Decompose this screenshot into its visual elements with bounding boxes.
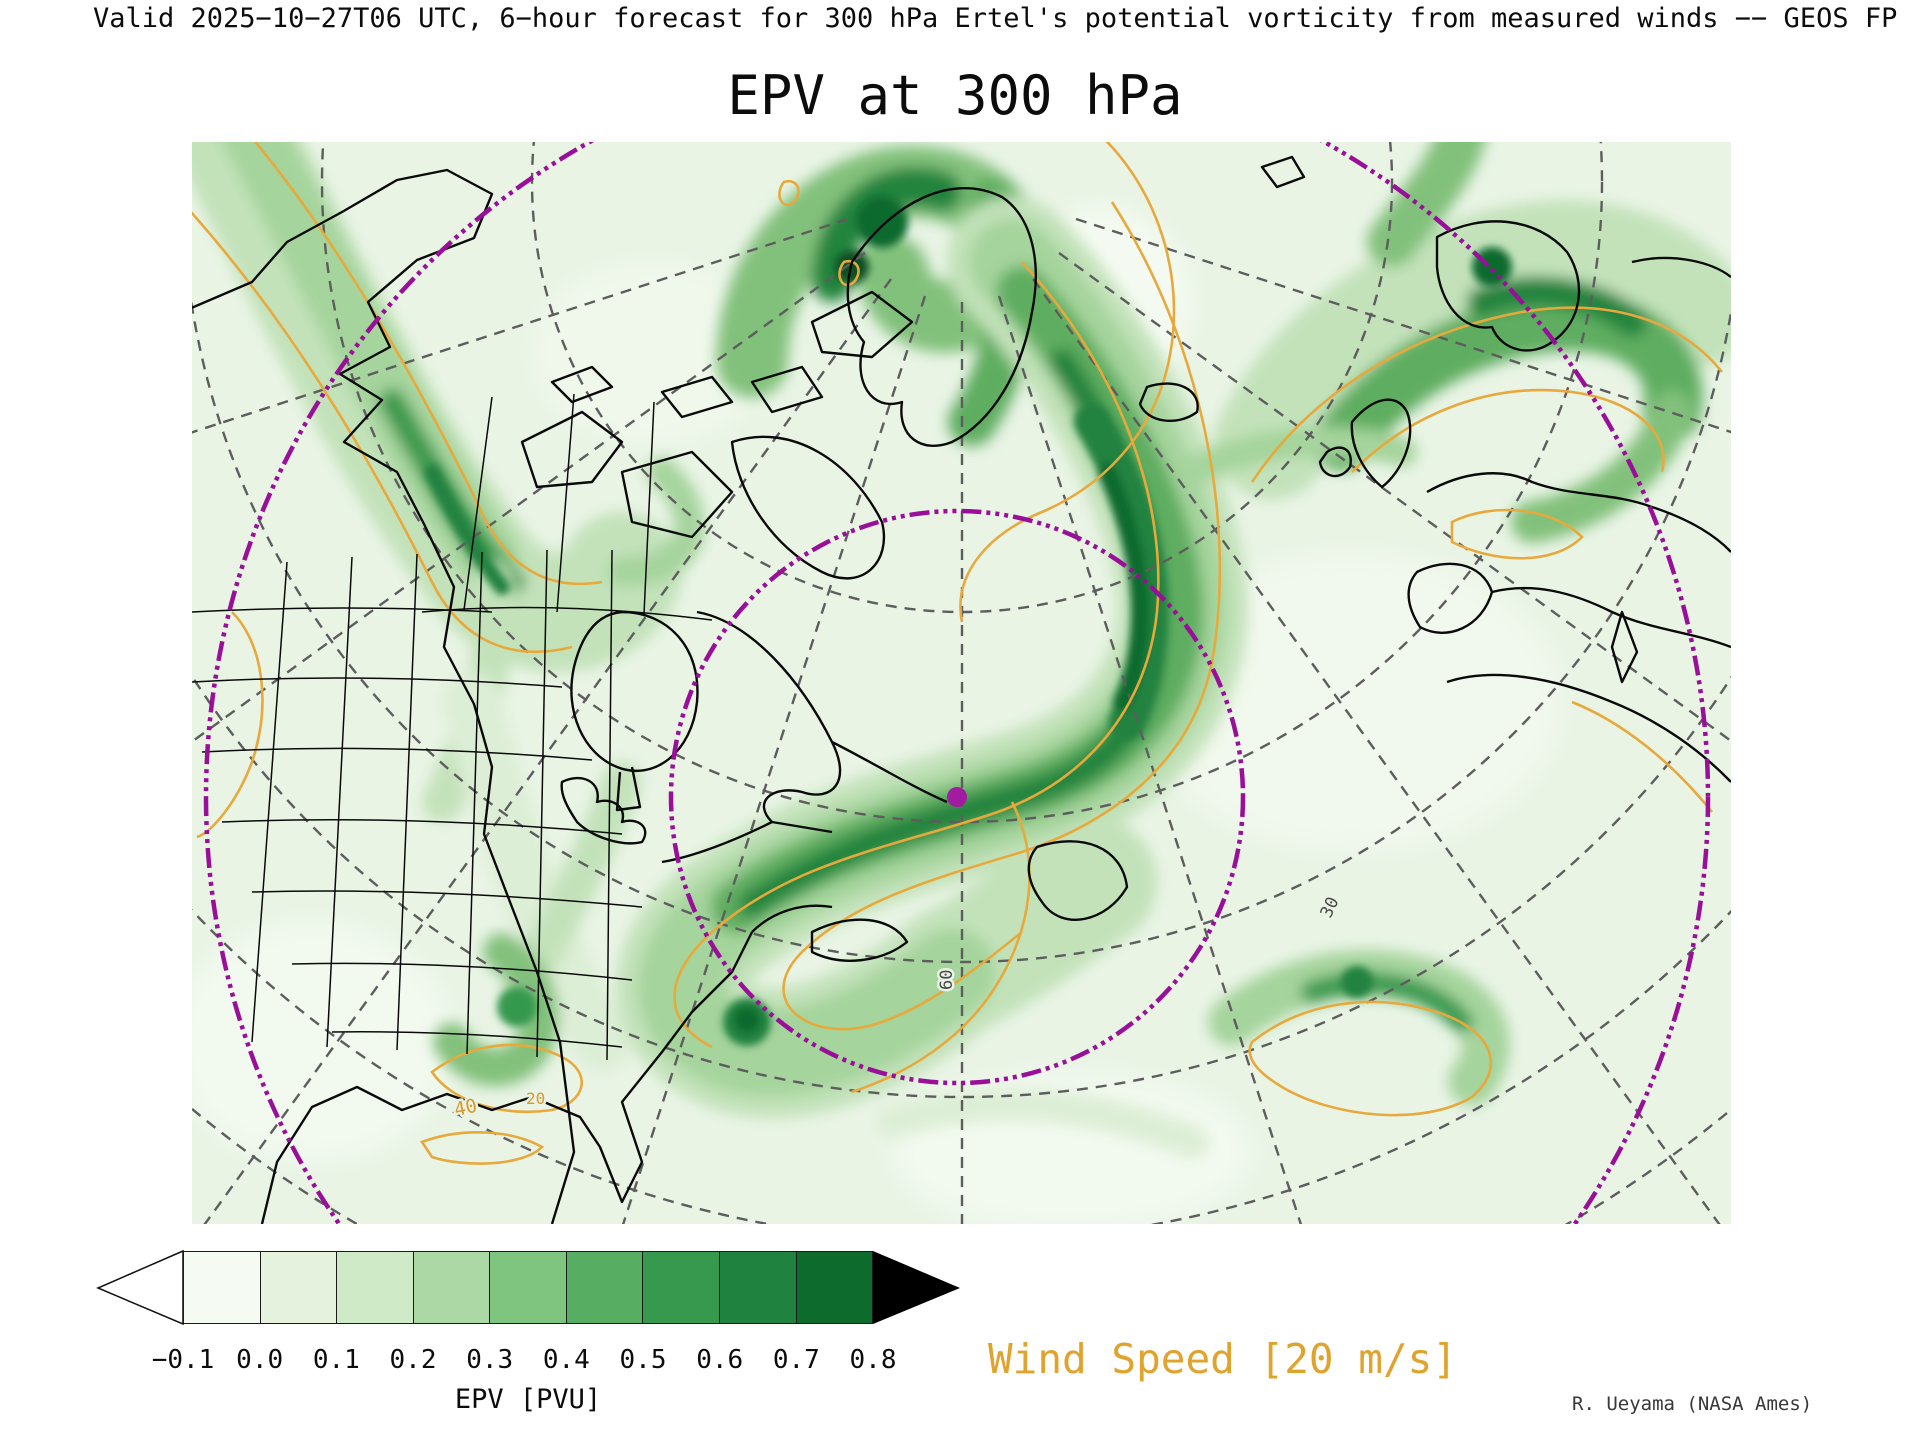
colorbar-tick-label: 0.6 bbox=[696, 1345, 744, 1375]
wind-contour-label-20: 20 bbox=[526, 1089, 545, 1108]
colorbar-swatch bbox=[337, 1252, 414, 1323]
colorbar-tick-label: −0.1 bbox=[151, 1345, 215, 1375]
station-marker bbox=[947, 787, 967, 807]
colorbar-swatch bbox=[184, 1252, 261, 1323]
range-rings bbox=[203, 142, 1711, 1224]
colorbar-swatch bbox=[643, 1252, 720, 1323]
validity-header: Valid 2025−10−27T06 UTC, 6−hour forecast… bbox=[93, 3, 1898, 34]
coastlines bbox=[192, 155, 1731, 1224]
inner-range-ring bbox=[668, 508, 1246, 1086]
colorbar-tick-label: 0.2 bbox=[389, 1345, 437, 1375]
outer-range-ring bbox=[203, 142, 1711, 1224]
graticule-label-60: 60 bbox=[937, 970, 957, 990]
state-borders bbox=[192, 393, 713, 1061]
colorbar-over-arrow bbox=[873, 1251, 960, 1324]
wind-contour-label-40: 40 bbox=[452, 1095, 479, 1121]
colorbar-swatch bbox=[796, 1252, 873, 1323]
colorbar-tick-label: 0.7 bbox=[772, 1345, 820, 1375]
colorbar-swatch bbox=[566, 1252, 644, 1323]
map-plot: 60 30 40 20 bbox=[192, 142, 1731, 1224]
wind-speed-legend: Wind Speed [20 m/s] bbox=[988, 1335, 1457, 1383]
colorbar-under-arrow bbox=[96, 1249, 184, 1326]
colorbar-swatch bbox=[260, 1252, 338, 1323]
colorbar-tick-labels: −0.1 0.0 0.1 0.2 0.3 0.4 0.5 0.6 0.7 0.8 bbox=[0, 1345, 1920, 1375]
wind-speed-contours bbox=[192, 142, 1724, 1165]
credit-line-1: R. Ueyama (NASA Ames) bbox=[1572, 1393, 1813, 1415]
colorbar-swatch bbox=[719, 1252, 797, 1323]
colorbar-tick-label: 0.4 bbox=[542, 1345, 590, 1375]
colorbar-axis-label: EPV [PVU] bbox=[454, 1384, 602, 1415]
colorbar bbox=[183, 1251, 873, 1324]
colorbar-swatch bbox=[490, 1252, 567, 1323]
plot-title: EPV at 300 hPa bbox=[727, 64, 1183, 127]
credits-block: R. Ueyama (NASA Ames) L. Lait (NASA Ames… bbox=[1572, 1337, 1881, 1440]
colorbar-tick-label: 0.8 bbox=[849, 1345, 897, 1375]
colorbar-tick-label: 0.0 bbox=[236, 1345, 284, 1375]
colorbar-tick-label: 0.3 bbox=[466, 1345, 514, 1375]
colorbar-tick-label: 0.5 bbox=[619, 1345, 667, 1375]
colorbar-tick-label: 0.1 bbox=[312, 1345, 360, 1375]
colorbar-swatch bbox=[413, 1252, 491, 1323]
